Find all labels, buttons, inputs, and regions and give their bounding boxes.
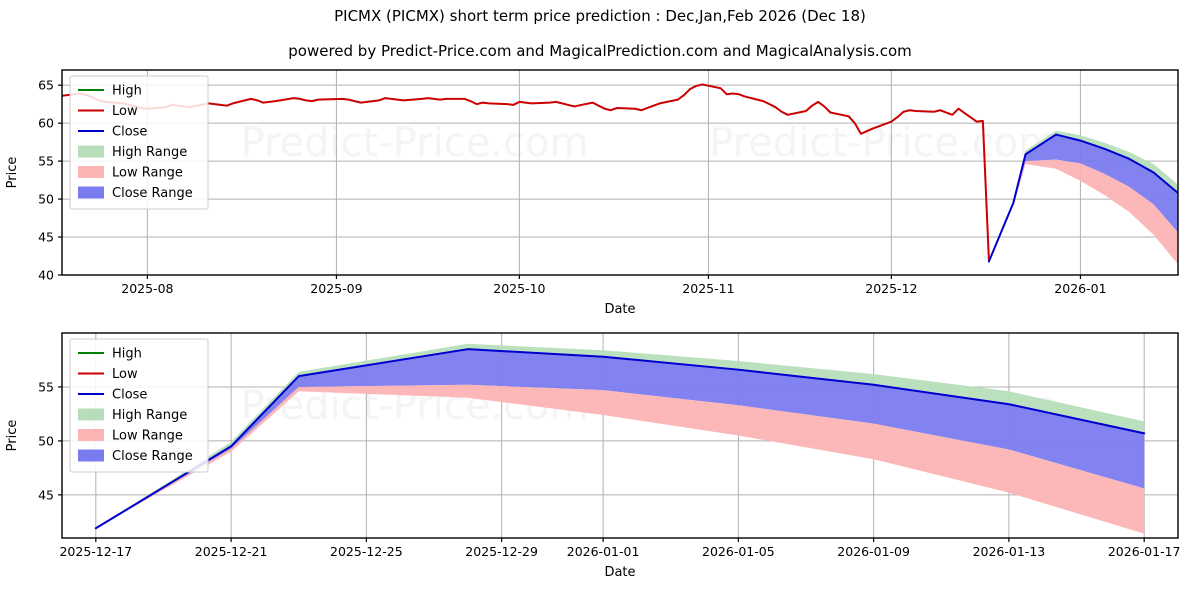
band-close_range [95,348,1145,529]
legend-label: Low [112,104,138,119]
band-close_range [1013,133,1178,233]
legend-label: Low [112,367,138,382]
overview-chart: Predict-Price.com Predict-Price.com 40 45 50… [5,69,1179,317]
x-tick-label: 2026-01-17 [1108,544,1181,559]
legend-swatch-low_range [78,166,104,178]
legend-label: High [112,84,142,99]
legend-label: High Range [112,145,187,160]
watermark-text: Predict-Price.com [241,120,589,166]
x-axis-label: Date [604,302,635,317]
x-tick-label: 2025-09 [310,281,362,296]
chart-legend: High Low Close High Range Low Range Close Ran… [69,338,209,473]
x-tick-label: 2025-12-17 [59,544,132,559]
y-tick-label: 50 [38,433,54,448]
y-tick-label: 40 [38,268,54,283]
x-tick-label: 2025-10 [493,281,545,296]
legend-swatch-high_range [78,408,104,421]
legend-label: Low Range [112,429,183,444]
legend-swatch-close_range [78,186,104,199]
x-tick-label: 2025-12 [865,281,917,296]
y-tick-label: 65 [38,78,54,93]
legend-label: Low Range [112,166,183,181]
legend-label: Close [112,125,147,140]
x-tick-label: 2025-12-21 [195,544,268,559]
x-tick-label: 2025-08 [121,281,173,296]
plot-frame [61,69,1179,276]
legend-label: Close Range [112,449,193,464]
x-tick-label: 2025-12-25 [330,544,403,559]
y-tick-label: 45 [38,487,54,502]
legend-swatch-high_range [78,145,104,158]
x-tick-label: 2026-01 [1054,281,1106,296]
chart-legend: High Low Close High Range Low Range Close Ran… [69,75,209,210]
page-title: PICMX (PICMX) short term price predictio… [334,7,866,25]
band-low_range [1013,159,1178,265]
band-low_range [95,384,1145,534]
series-line [62,83,990,263]
legend-swatch-low_range [78,429,104,441]
y-tick-label: 45 [38,230,54,245]
x-axis-label: Date [604,565,635,580]
y-tick-label: 60 [38,116,54,131]
x-tick-label: 2025-12-29 [465,544,538,559]
legend-swatch-close_range [78,449,104,462]
y-tick-label: 50 [38,192,54,207]
detail-chart: Predict-Price.comPredict-Price.com455055… [5,332,1181,580]
y-axis-label: Price [5,420,20,452]
legend-label: Close [112,388,147,403]
watermark-text: Predict-Price.com [709,120,1057,166]
series-line [94,348,1146,530]
series-line [987,133,1178,263]
y-tick-label: 55 [38,379,54,394]
x-tick-label: 2026-01-01 [567,544,640,559]
x-tick-label: 2025-11 [682,281,734,296]
legend-label: High Range [112,408,187,423]
legend-label: Close Range [112,186,193,201]
y-axis-label: Price [5,157,20,189]
plot-frame [61,332,1179,539]
y-tick-label: 55 [38,154,54,169]
x-tick-label: 2026-01-13 [973,544,1046,559]
legend-label: High [112,347,142,362]
x-tick-label: 2026-01-09 [837,544,910,559]
page-subtitle: powered by Predict-Price.com and Magical… [288,42,912,60]
x-tick-label: 2026-01-05 [702,544,775,559]
